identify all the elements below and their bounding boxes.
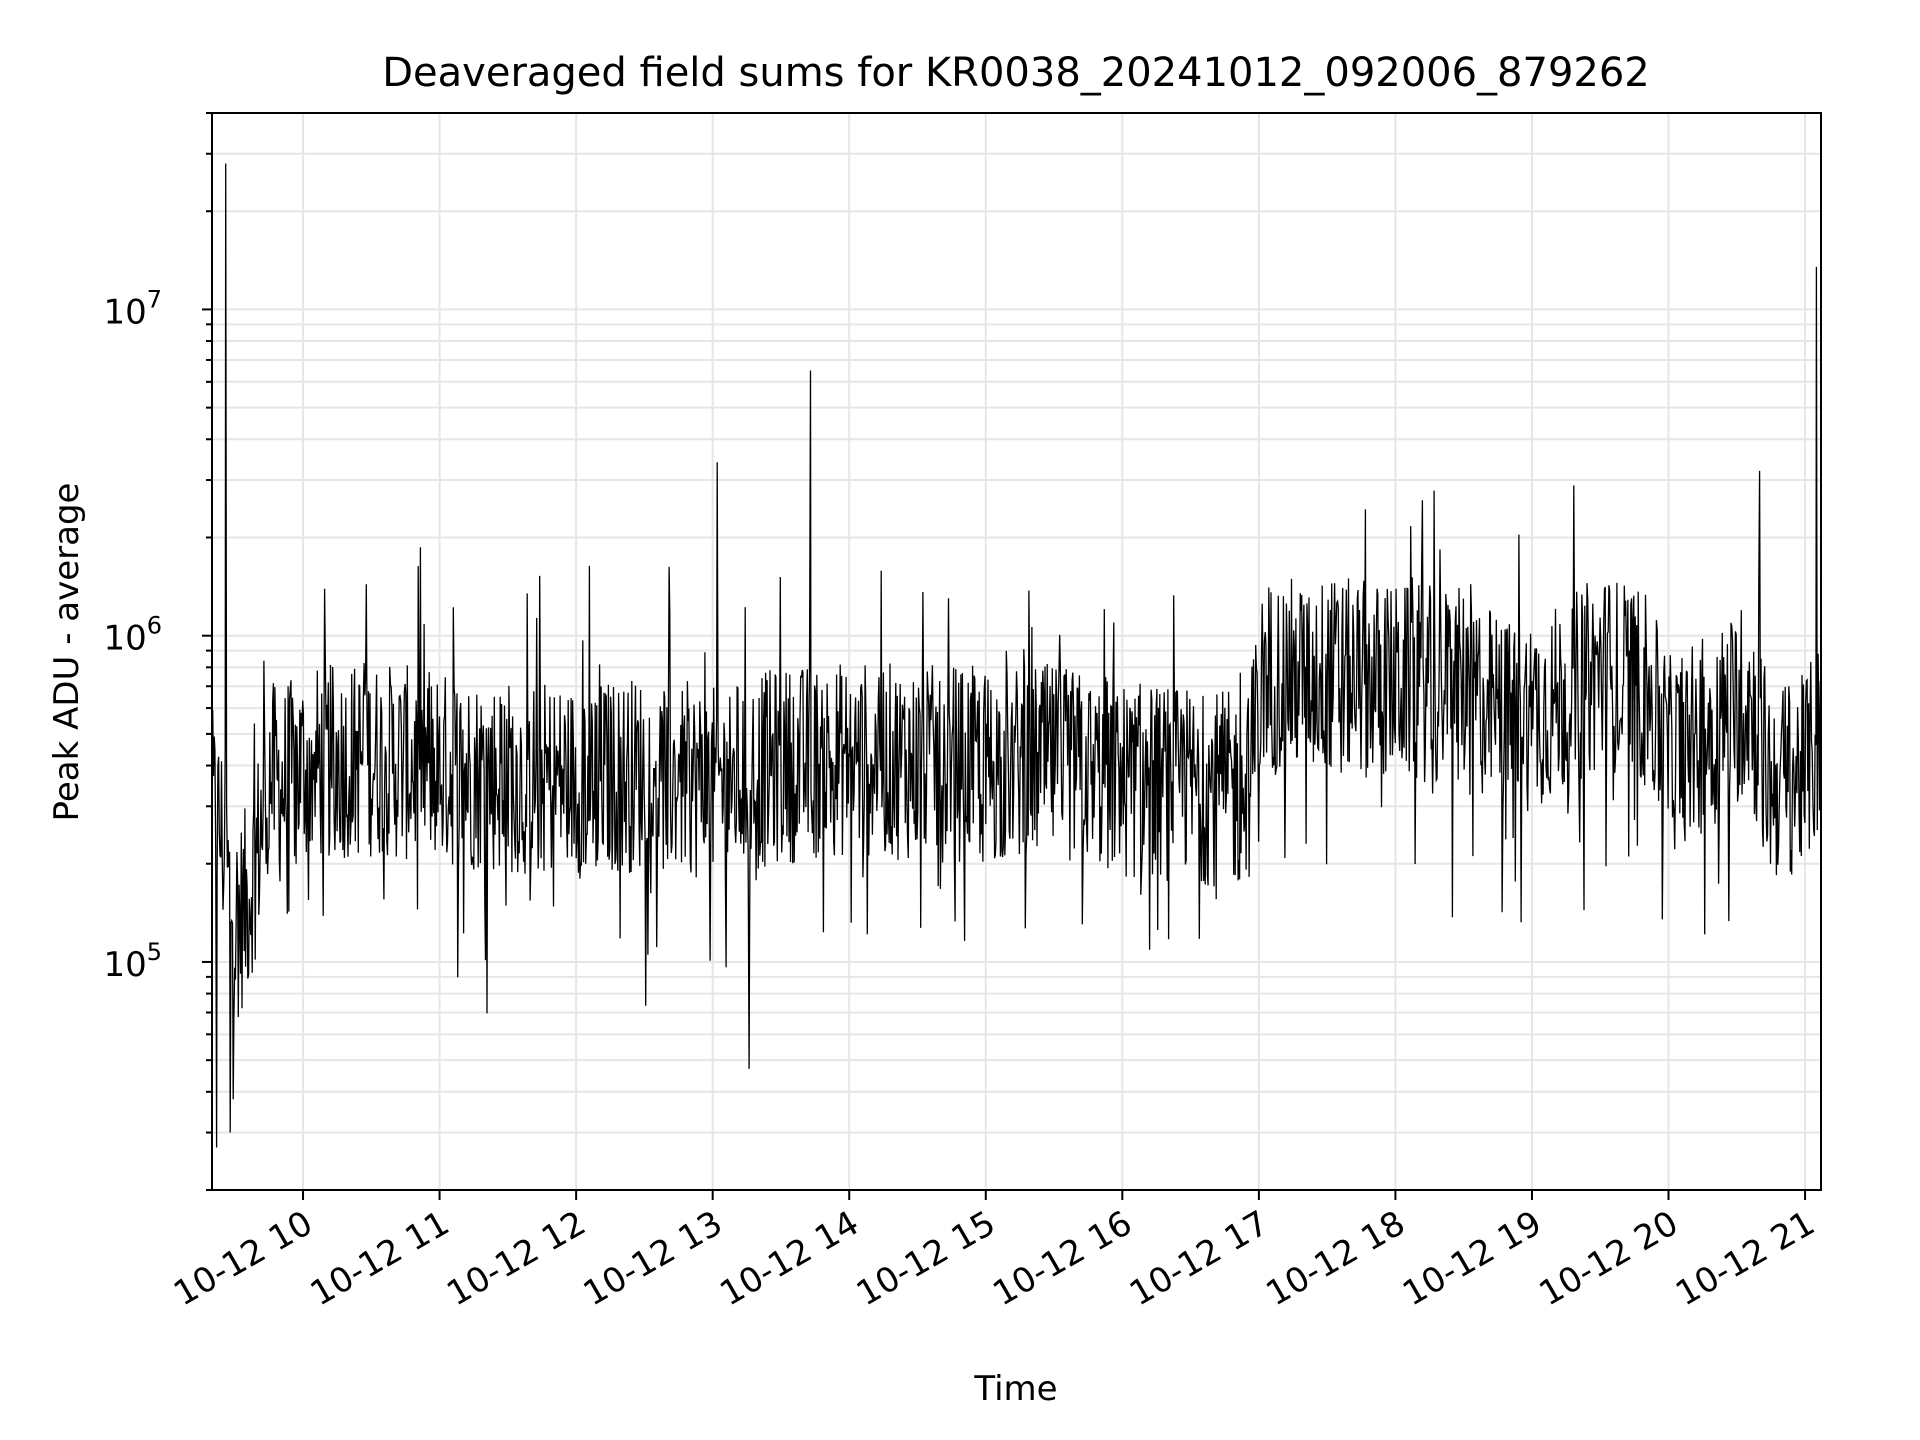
y-tick-label: 107	[103, 285, 162, 332]
grid-lines	[212, 112, 1821, 1191]
series-line	[211, 163, 1822, 1148]
chart-title: Deaveraged field sums for KR0038_2024101…	[382, 50, 1650, 96]
y-tick-label: 106	[103, 612, 162, 659]
y-axis-ticks: 105 106 107	[103, 112, 212, 1191]
y-axis-label: Peak ADU - average	[47, 483, 87, 822]
x-axis-label: Time	[973, 1369, 1057, 1409]
y-tick-label: 105	[103, 938, 162, 985]
data-line	[211, 163, 1822, 1148]
